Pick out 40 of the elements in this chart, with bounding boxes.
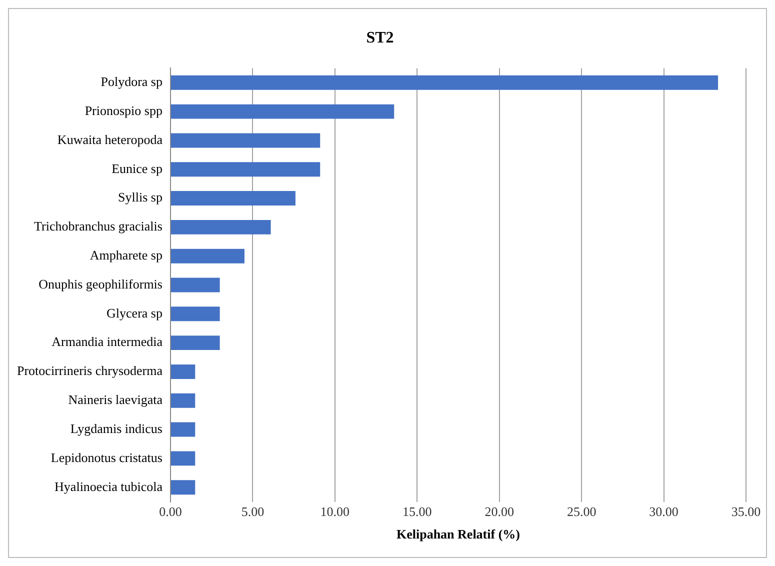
y-tick-label: Hyalinoecia tubicola	[54, 478, 163, 494]
bar	[170, 393, 196, 408]
y-tick-label: Ampharete sp	[90, 248, 162, 263]
x-tick-label: 30.00	[649, 504, 678, 520]
bar	[170, 364, 196, 379]
y-tick-label: Armandia intermedia	[52, 334, 163, 350]
y-tick-label: Protocirrineris chrysoderma	[17, 363, 163, 378]
y-tick-label: Onuphis geophiliformis	[38, 276, 162, 292]
x-axis-title: Kelipahan Relatif (%)	[396, 526, 520, 542]
bar	[170, 306, 220, 322]
bar	[170, 104, 394, 119]
bar	[170, 248, 244, 264]
x-tick-label: 5.00	[241, 504, 264, 520]
bar	[170, 278, 220, 292]
bar	[170, 451, 196, 466]
y-tick-label: Prionospio spp	[84, 102, 162, 118]
x-tick-label: 20.00	[484, 504, 514, 520]
x-tick-label: 10.00	[320, 504, 350, 520]
y-tick-label: Naineris laevigata	[68, 392, 163, 408]
y-tick-label: Glycera sp	[106, 305, 162, 320]
bar	[170, 75, 718, 90]
x-tick-label: 25.00	[566, 504, 596, 520]
y-tick-label: Syllis sp	[118, 190, 162, 205]
bar	[170, 480, 196, 495]
bar	[170, 191, 296, 206]
y-tick-label: Trichobranchus gracialis	[34, 218, 162, 234]
bar	[170, 162, 320, 177]
y-tick-label: Kuwaita heteropoda	[57, 132, 163, 147]
bar	[170, 422, 196, 437]
y-tick-label: Eunice sp	[112, 160, 162, 176]
y-tick-label: Lepidonotus cristatus	[50, 450, 162, 465]
x-tick-label: 35.00	[731, 504, 761, 520]
x-tick-label: 0.00	[159, 504, 182, 520]
chart-title: ST2	[366, 30, 394, 47]
y-tick-label: Polydora sp	[100, 74, 162, 90]
bar	[170, 220, 271, 234]
bar	[170, 336, 220, 350]
y-tick-label: Lygdamis indicus	[70, 420, 162, 436]
x-tick-label: 15.00	[402, 504, 432, 520]
bar	[170, 133, 320, 148]
